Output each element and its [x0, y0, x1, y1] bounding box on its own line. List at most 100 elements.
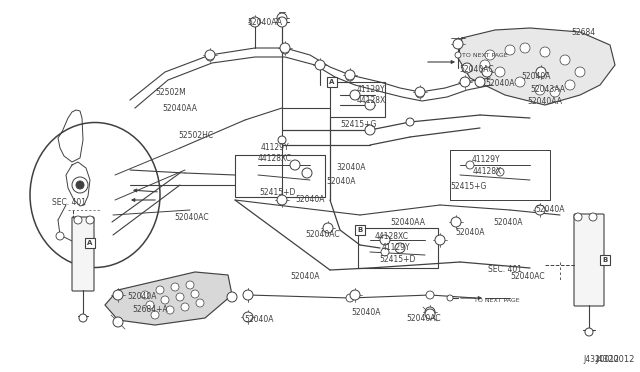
Circle shape [455, 52, 461, 58]
Circle shape [350, 290, 360, 300]
Text: 52040AC: 52040AC [510, 272, 545, 281]
Circle shape [574, 213, 582, 221]
Circle shape [113, 317, 123, 327]
Circle shape [277, 195, 287, 205]
Circle shape [227, 292, 237, 302]
Circle shape [72, 177, 88, 193]
Text: A: A [87, 240, 93, 246]
Circle shape [485, 50, 495, 60]
Bar [450, 150, 550, 200]
Text: 52040AA: 52040AA [527, 97, 562, 106]
Polygon shape [105, 272, 232, 325]
Circle shape [205, 50, 215, 60]
Circle shape [277, 17, 287, 27]
Text: 52040AA: 52040AA [390, 218, 425, 227]
Text: 44128XC: 44128XC [375, 232, 409, 241]
Text: 52040AC: 52040AC [459, 65, 493, 74]
Text: 41129Y: 41129Y [472, 155, 500, 164]
Circle shape [520, 43, 530, 53]
Circle shape [176, 293, 184, 301]
Text: 52040A: 52040A [485, 79, 515, 88]
Circle shape [280, 43, 290, 53]
Circle shape [447, 295, 453, 301]
FancyBboxPatch shape [574, 214, 604, 306]
Text: 52040AA: 52040AA [247, 18, 282, 27]
Circle shape [426, 291, 434, 299]
Bar [85, 238, 95, 248]
Circle shape [589, 213, 597, 221]
Circle shape [243, 290, 253, 300]
Text: 52040A: 52040A [127, 292, 157, 301]
Text: SEC. 401: SEC. 401 [52, 198, 86, 207]
Circle shape [191, 290, 199, 298]
Circle shape [415, 87, 425, 97]
Text: 52415+G: 52415+G [340, 120, 376, 129]
Circle shape [453, 39, 463, 49]
Bar [358, 228, 438, 268]
Circle shape [251, 18, 259, 26]
Bar [355, 225, 365, 235]
Text: 52040AC: 52040AC [406, 314, 440, 323]
Circle shape [166, 306, 174, 314]
Circle shape [315, 60, 325, 70]
Circle shape [466, 161, 474, 169]
Circle shape [79, 314, 87, 322]
Text: 52040A: 52040A [521, 72, 550, 81]
Circle shape [186, 281, 194, 289]
Circle shape [536, 67, 546, 77]
Bar [600, 255, 610, 265]
Circle shape [206, 53, 214, 61]
Circle shape [243, 312, 253, 322]
Text: 52040A: 52040A [244, 315, 273, 324]
Circle shape [462, 63, 472, 73]
Text: 52040A: 52040A [326, 177, 355, 186]
Text: 41129Y: 41129Y [261, 143, 290, 152]
Circle shape [345, 70, 355, 80]
Circle shape [365, 100, 375, 110]
Text: 52415+D: 52415+D [259, 188, 296, 197]
Circle shape [86, 216, 94, 224]
Text: 44128X: 44128X [473, 167, 502, 176]
Text: 52040A: 52040A [295, 195, 324, 204]
Circle shape [196, 299, 204, 307]
Text: 52415+D: 52415+D [379, 255, 415, 264]
FancyBboxPatch shape [72, 217, 94, 291]
Circle shape [277, 13, 287, 23]
Bar [330, 82, 385, 117]
Circle shape [435, 235, 445, 245]
Text: TO NEXT PAGE: TO NEXT PAGE [474, 298, 520, 303]
Circle shape [156, 286, 164, 294]
Circle shape [381, 248, 389, 256]
Text: 52502M: 52502M [155, 88, 186, 97]
Text: 32040A: 32040A [336, 163, 365, 172]
Text: 52040AC: 52040AC [305, 230, 340, 239]
Circle shape [482, 67, 492, 77]
Circle shape [141, 291, 149, 299]
Circle shape [454, 40, 462, 48]
Circle shape [161, 296, 169, 304]
Circle shape [302, 168, 312, 178]
Circle shape [146, 301, 154, 309]
Text: TO NEXT PAGE: TO NEXT PAGE [462, 53, 508, 58]
Text: J4320012: J4320012 [596, 355, 635, 364]
Circle shape [350, 90, 360, 100]
Circle shape [585, 328, 593, 336]
Circle shape [480, 60, 490, 70]
Text: 52040A: 52040A [493, 218, 522, 227]
Circle shape [460, 77, 470, 87]
Circle shape [281, 46, 289, 54]
Circle shape [74, 216, 82, 224]
Circle shape [346, 73, 354, 81]
Text: 52040A: 52040A [351, 308, 381, 317]
Circle shape [278, 136, 286, 144]
Circle shape [316, 61, 324, 69]
Circle shape [496, 168, 504, 176]
Text: 52415+G: 52415+G [450, 182, 486, 191]
Circle shape [425, 307, 435, 317]
Circle shape [495, 67, 505, 77]
Circle shape [406, 118, 414, 126]
Circle shape [550, 87, 560, 97]
Text: 41129Y: 41129Y [357, 85, 386, 94]
Circle shape [323, 223, 333, 233]
Text: 52040AA: 52040AA [162, 104, 197, 113]
